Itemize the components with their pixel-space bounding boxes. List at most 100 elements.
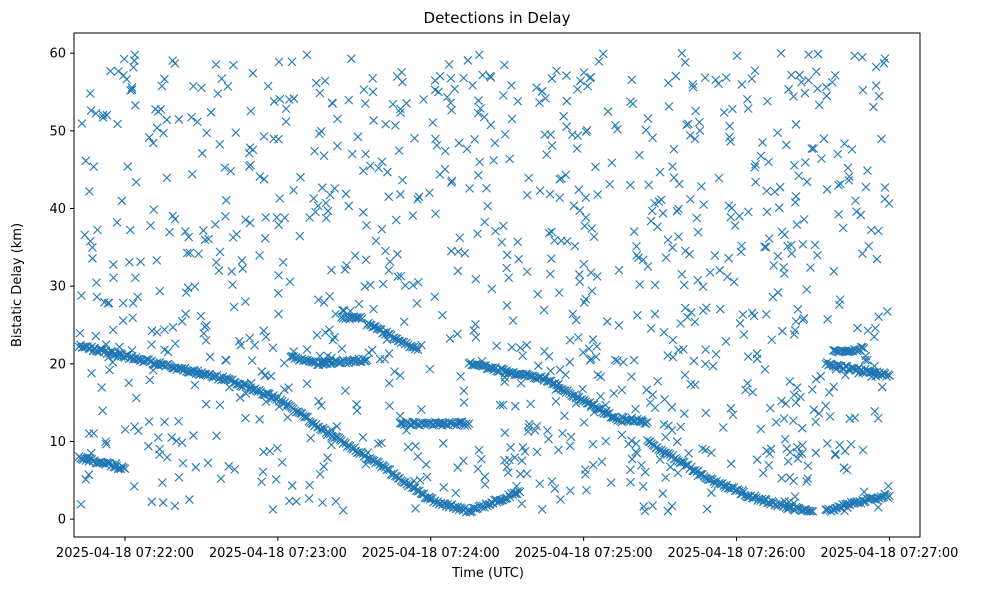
data-point [565,486,575,496]
data-point [403,442,413,452]
data-point [792,442,802,452]
data-point [842,465,852,475]
data-point [603,107,613,116]
data-point [411,504,420,513]
data-point [124,378,134,388]
data-point [479,112,489,122]
data-point [339,306,349,315]
data-point [568,309,578,319]
data-point [334,358,344,368]
data-point [728,410,738,420]
data-point [255,251,265,260]
data-point [236,340,246,350]
data-point [588,460,598,470]
data-point [850,51,860,61]
data-point [88,243,97,252]
data-point [301,412,311,422]
data-point [512,481,521,491]
data-point [319,151,329,161]
data-point [859,487,869,497]
data-point [795,70,804,80]
data-point [368,87,378,97]
data-point [274,134,283,144]
data-point [858,445,868,455]
data-point [802,285,812,294]
data-point [706,488,716,498]
data-point [835,440,844,450]
data-point [397,419,406,428]
data-point [478,70,488,80]
data-point [413,277,423,287]
data-point [91,108,101,118]
data-point [330,183,340,193]
data-point [398,175,407,185]
data-point [319,298,329,307]
data-point [691,106,701,116]
data-point [381,119,391,129]
data-point [587,224,597,233]
data-point [769,261,779,270]
data-point [305,480,314,490]
data-point [777,473,787,483]
data-point [217,74,227,84]
data-point [661,432,670,442]
data-point [845,346,855,356]
data-point [454,138,464,148]
data-point [357,314,367,324]
data-point [215,400,225,410]
data-point [783,457,793,466]
data-point [88,346,98,356]
data-point [743,104,753,113]
data-point [631,439,641,449]
data-point [464,419,474,429]
data-point [793,305,803,314]
data-point [393,272,403,281]
data-point [535,186,545,196]
data-point [562,71,571,80]
data-point [75,328,85,338]
data-point [390,367,399,377]
data-point [358,432,368,442]
data-point [737,80,747,89]
data-point [789,476,798,486]
data-point [698,444,707,454]
data-point [566,432,576,442]
data-point [721,337,731,346]
data-point [829,266,839,276]
data-point [490,138,500,148]
data-point [97,383,107,392]
data-point [714,173,724,183]
data-point [504,490,513,499]
data-point [650,309,660,319]
data-point [369,304,378,314]
data-point [84,429,94,438]
data-point [201,336,211,345]
data-point [507,81,516,90]
data-point [446,418,456,428]
data-point [641,125,651,135]
data-point [185,248,195,258]
data-point [500,377,509,387]
data-point [686,308,696,317]
data-point [451,488,461,498]
data-point [180,227,190,236]
y-tick-label: 50 [49,124,66,139]
data-point [223,82,233,91]
data-point [281,402,291,411]
data-point [465,183,474,193]
data-point [871,81,881,91]
data-point [147,497,157,507]
data-point [632,310,642,320]
x-tick-label: 2025-04-18 07:27:00 [820,546,958,561]
data-point [766,444,776,454]
data-point [579,259,589,269]
data-point [637,460,646,470]
data-point [573,333,583,342]
data-point [289,185,298,195]
data-point [807,144,817,153]
data-point [474,445,484,455]
data-point [496,364,506,374]
data-point [432,140,442,150]
data-point [814,409,824,418]
data-point [410,133,419,143]
